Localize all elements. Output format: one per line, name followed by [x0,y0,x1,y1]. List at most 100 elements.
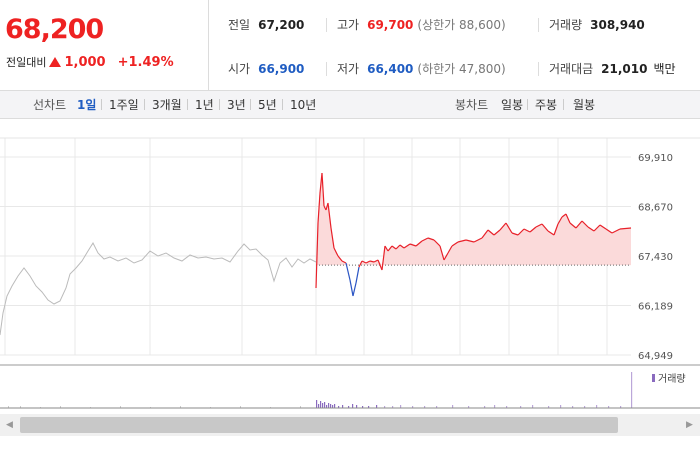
volume-legend-marker [652,374,655,382]
volume-bar [424,406,426,408]
chart-toolbar: 선차트 1일 1주일 3개월 1년 3년 5년 10년 봉차트 일봉 주봉 월봉 [0,91,700,119]
volume-bar [608,406,610,408]
stat-high: 고가 69,700 (상한가 88,600) [337,16,506,33]
period-1y-button[interactable]: 1년 [195,98,214,112]
y-tick-label: 67,430 [638,252,673,263]
price-segment-up [619,227,632,230]
current-price: 68,200 [5,14,104,45]
price-segment-up [473,237,483,243]
volume-bar [330,404,332,408]
price-segment-up [381,245,386,271]
scroll-right-icon[interactable]: ▶ [686,420,693,430]
volume-bar [584,406,586,408]
stat-unit: 백만 [653,62,676,76]
price-segment-up [341,260,347,264]
stat-label: 전일 [228,18,251,32]
stat-open: 시가 66,900 [228,60,304,77]
stat-value: 308,940 [590,18,645,32]
volume-bar [484,406,486,408]
chart-scrollbar[interactable]: ◀ ▶ [0,414,700,436]
volume-bar [240,406,241,408]
volume-bar [494,405,496,408]
volume-bar [322,403,324,408]
price-segment-up [541,223,549,232]
volume-bar [468,406,470,408]
price-segment-up [599,224,607,230]
price-segment-up [409,243,417,247]
price-segment-up [315,222,319,289]
price-segment-up [391,245,397,250]
stat-value: 69,700 [367,18,414,32]
stat-prev-close: 전일 67,200 [228,16,304,33]
price-segment-up [481,229,489,239]
candle-monthly-button[interactable]: 월봉 [573,98,596,112]
volume-bar [320,401,322,408]
price-box: 68,200 전일대비 1,000 +1.49% [0,0,209,90]
price-chart: 69,910 68,670 67,430 66,189 64,949 거래량 [0,118,700,410]
price-segment-up [505,222,513,234]
price-segment-up [395,244,401,250]
price-segment-up [523,228,531,233]
candle-daily-button[interactable]: 일봉 [501,98,524,112]
scrollbar-thumb[interactable] [20,417,618,433]
price-segment-up [565,213,571,224]
divider [187,99,188,110]
stat-label: 저가 [337,62,360,76]
volume-bar [362,406,364,408]
period-1w-button[interactable]: 1주일 [109,98,139,112]
price-segment-up [387,245,393,252]
volume-bar [332,405,334,408]
volume-bar [348,406,350,408]
y-tick-label: 68,670 [638,203,673,214]
volume-bar [352,404,354,408]
price-segment-up [487,229,495,236]
price-segment-down [349,279,354,297]
volume-bar [338,406,340,408]
period-3y-button[interactable]: 3년 [227,98,246,112]
price-segment-up [457,239,467,243]
price-segment-up [611,228,621,234]
price-segment-up [535,223,543,228]
price-segment-up [557,216,563,225]
period-3m-button[interactable]: 3개월 [152,98,182,112]
price-segment-up [433,239,441,247]
candle-weekly-button[interactable]: 주봉 [535,98,558,112]
volume-bar [520,406,522,408]
y-tick-label: 69,910 [638,153,673,164]
divider [144,99,145,110]
divider [326,62,327,76]
divider [563,99,564,110]
volume-bar [318,404,320,408]
price-segment-up [547,230,555,236]
volume-bar [452,405,454,408]
divider [250,99,251,110]
period-5y-button[interactable]: 5년 [258,98,277,112]
price-segment-up [447,245,453,254]
stat-label: 거래대금 [549,62,594,76]
price-segment-up [399,244,405,249]
price-segment-up [321,172,325,207]
stat-value: 66,900 [258,62,305,76]
scroll-left-icon[interactable]: ◀ [6,420,13,430]
price-segment-up [553,223,559,236]
stat-low: 저가 66,400 (하한가 47,800) [337,60,506,77]
period-10y-button[interactable]: 10년 [290,98,317,112]
price-segment-up [581,220,589,228]
stat-value: 66,400 [367,62,414,76]
price-segment-up [465,239,475,243]
volume-bar [532,405,534,408]
volume-bar [316,400,318,408]
volume-bar [8,406,9,408]
change-percent: +1.49% [117,54,174,70]
price-segment-up [361,260,367,264]
volume-bar [384,406,386,408]
price-segment-up [330,227,335,249]
period-1d-button[interactable]: 1일 [77,98,97,112]
volume-bar [342,405,344,408]
quote-header: 68,200 전일대비 1,000 +1.49% 전일 67,200 고가 69,7… [0,0,700,91]
divider [219,99,220,110]
price-segment-up [333,247,339,257]
volume-bar [548,406,550,408]
price-segment-up [569,222,577,229]
volume-bar [60,406,61,408]
